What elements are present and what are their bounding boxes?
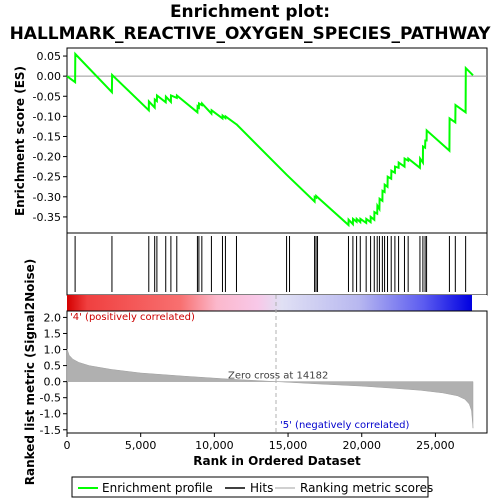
legend-label-enrichment: Enrichment profile xyxy=(102,481,213,495)
positive-correlation-label: '4' (positively correlated) xyxy=(70,312,195,323)
metric-y-axis-label: Ranked list metric (Signal2Noise) xyxy=(23,259,37,486)
metric-panel: Zero cross at 14182 '4' (positively corr… xyxy=(23,259,488,486)
metric-x-tick-label: 0 xyxy=(64,439,71,452)
es-y-tick-label: -0.20 xyxy=(33,151,61,164)
es-y-tick-label: -0.15 xyxy=(33,130,61,143)
metric-x-tick-label: 25,000 xyxy=(416,439,455,452)
es-y-tick-label: 0.00 xyxy=(37,70,62,83)
es-y-axis: 0.05 0.00 -0.05 -0.10 -0.15 -0.20 -0.25 -0.30 -0… xyxy=(33,50,67,224)
legend-box xyxy=(71,476,429,498)
hits-panel xyxy=(66,232,488,296)
metric-y-tick-label: 2.0 xyxy=(44,311,62,324)
hits-plot-frame xyxy=(66,232,488,296)
es-y-tick-label: 0.05 xyxy=(37,50,62,63)
metric-y-tick-label: 1.5 xyxy=(44,327,62,340)
es-y-tick-label: -0.25 xyxy=(33,171,61,184)
metric-y-tick-label: 1.0 xyxy=(44,344,62,357)
enrichment-profile-line xyxy=(66,51,474,228)
ranking-metric-area xyxy=(66,348,474,429)
legend-label-metric: Ranking metric scores xyxy=(300,481,433,495)
chart-title-line1: Enrichment plot: xyxy=(170,2,330,22)
metric-y-axis: 2.0 1.5 1.0 0.5 0.0 -0.5 -1.0 -1.5 xyxy=(40,311,67,437)
metric-x-tick-label: 10,000 xyxy=(195,439,234,452)
metric-y-tick-label: 0.0 xyxy=(44,376,62,389)
chart-title-line2: HALLMARK_REACTIVE_OXYGEN_SPECIES_PATHWAY xyxy=(10,24,492,44)
metric-y-tick-label: -1.5 xyxy=(40,424,61,437)
metric-y-tick-label: -1.0 xyxy=(40,408,61,421)
es-plot-frame xyxy=(66,47,488,234)
ranking-color-bar xyxy=(67,295,472,311)
metric-plot-frame xyxy=(66,310,488,434)
ranking-color-bar-end xyxy=(472,295,487,311)
zero-cross-label: Zero cross at 14182 xyxy=(228,371,328,382)
metric-x-tick-label: 15,000 xyxy=(269,439,308,452)
es-y-axis-label: Enrichment score (ES) xyxy=(13,66,27,216)
metric-x-tick-label: 20,000 xyxy=(342,439,381,452)
es-y-tick-label: -0.35 xyxy=(33,211,61,224)
es-y-tick-label: -0.10 xyxy=(33,110,61,123)
es-y-tick-label: -0.30 xyxy=(33,191,61,204)
es-y-tick-label: -0.05 xyxy=(33,90,61,103)
legend: Enrichment profile Hits Ranking metric s… xyxy=(71,476,433,498)
es-panel: 0.05 0.00 -0.05 -0.10 -0.15 -0.20 -0.25 -0.30 -0… xyxy=(13,47,488,234)
metric-x-axis: 0 5,000 10,000 15,000 20,000 25,000 xyxy=(64,433,455,452)
negative-correlation-label: '5' (negatively correlated) xyxy=(280,420,409,431)
metric-y-tick-label: -0.5 xyxy=(40,392,61,405)
hit-marks xyxy=(74,236,467,292)
legend-label-hits: Hits xyxy=(250,481,273,495)
metric-x-tick-label: 5,000 xyxy=(125,439,157,452)
metric-y-tick-label: 0.5 xyxy=(44,360,62,373)
metric-x-axis-label: Rank in Ordered Dataset xyxy=(193,454,361,468)
